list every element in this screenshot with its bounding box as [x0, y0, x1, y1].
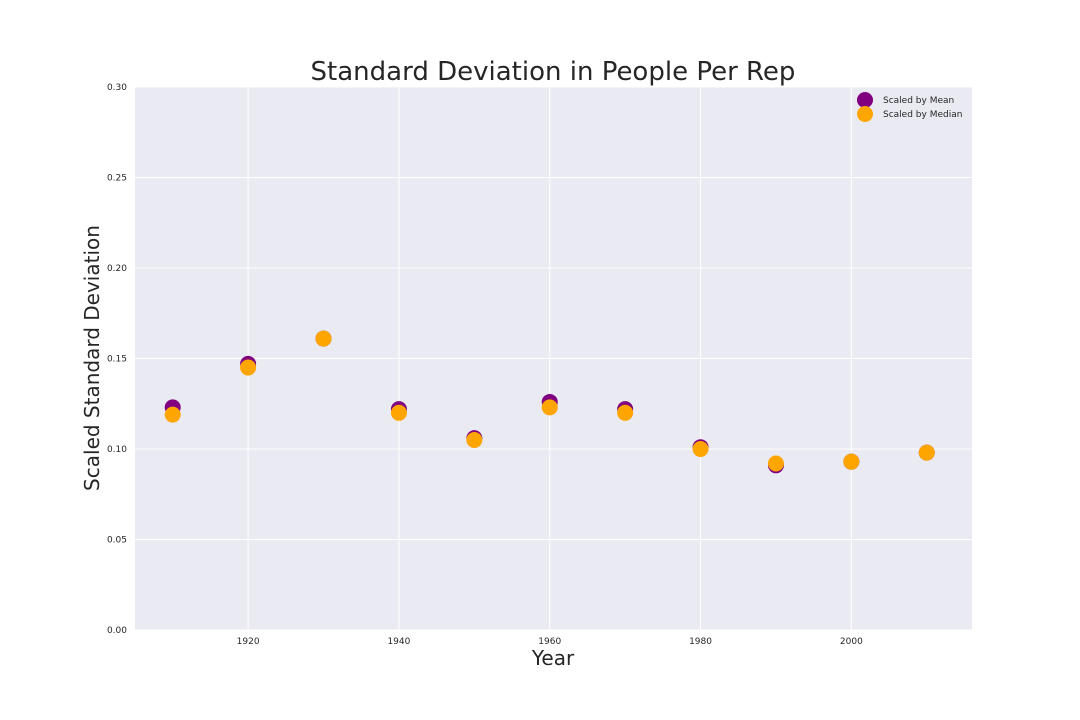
data-points [164, 330, 935, 474]
y-tick-label: 0.20 [107, 264, 127, 274]
y-tick-label: 0.10 [107, 445, 127, 455]
grid [135, 86, 972, 631]
y-tick-label: 0.30 [107, 83, 127, 93]
x-tick-label: 1960 [538, 637, 561, 647]
point-median [918, 444, 935, 461]
point-median [617, 404, 634, 421]
tick-labels: 1920 1940 1960 1980 2000 0.00 0.05 0.10 0.15 0.20… [107, 83, 863, 647]
point-median [767, 455, 784, 472]
point-median [692, 441, 709, 457]
point-median [466, 431, 483, 448]
x-tick-label: 1940 [387, 637, 410, 647]
legend-marker-median [857, 106, 873, 122]
y-tick-label: 0.25 [107, 174, 127, 184]
y-axis-label: Scaled Standard Deviation [80, 225, 104, 491]
point-median [541, 399, 558, 416]
x-tick-label: 1980 [689, 637, 712, 647]
point-median [843, 453, 860, 470]
chart-title: Standard Deviation in People Per Rep [311, 57, 796, 87]
point-median [164, 406, 181, 423]
x-axis-label: Year [531, 646, 575, 670]
x-tick-label: 2000 [840, 637, 863, 647]
y-tick-label: 0.05 [107, 536, 127, 546]
y-tick-label: 0.15 [107, 355, 127, 365]
legend-marker-mean [857, 92, 873, 108]
point-median [390, 404, 407, 421]
point-median [240, 359, 257, 376]
legend-label-median: Scaled by Median [883, 110, 962, 120]
legend: Scaled by Mean Scaled by Median [857, 92, 962, 122]
x-tick-label: 1920 [237, 637, 260, 647]
point-median [315, 330, 332, 347]
y-tick-label: 0.00 [107, 626, 127, 636]
legend-label-mean: Scaled by Mean [883, 96, 954, 106]
